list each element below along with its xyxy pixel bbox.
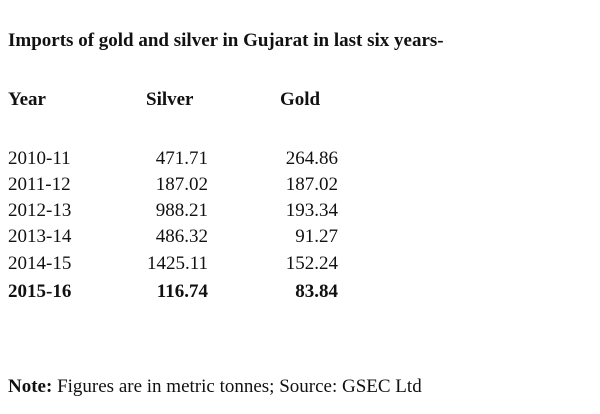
silver-cell: 988.21 — [155, 200, 208, 221]
silver-cell: 486.32 — [155, 226, 208, 247]
gold-cell: 83.84 — [295, 281, 338, 302]
year-cell: 2013-14 — [8, 226, 72, 247]
note-text: Figures are in metric tonnes; Source: GS… — [57, 376, 422, 397]
gold-cell: 152.24 — [285, 253, 338, 274]
year-cell: 2011-12 — [8, 174, 71, 195]
note-label: Note: — [8, 376, 53, 397]
year-cell: 2010-11 — [8, 148, 71, 169]
silver-cell: 116.74 — [156, 281, 208, 302]
header-silver: Silver — [146, 89, 194, 110]
year-cell: 2014-15 — [8, 253, 72, 274]
gold-cell: 187.02 — [285, 174, 338, 195]
title: Imports of gold and silver in Gujarat in… — [8, 30, 444, 51]
silver-cell: 471.71 — [155, 148, 208, 169]
header-year: Year — [8, 89, 46, 110]
header-gold: Gold — [280, 89, 321, 110]
silver-cell: 187.02 — [155, 174, 208, 195]
gold-cell: 193.34 — [285, 200, 338, 221]
gold-cell: 91.27 — [295, 226, 338, 247]
note: Note: Figures are in metric tonnes; Sour… — [8, 376, 422, 398]
year-cell: 2012-13 — [8, 200, 72, 221]
year-cell: 2015-16 — [8, 281, 72, 302]
silver-cell: 1425.11 — [146, 253, 208, 274]
gold-cell: 264.86 — [285, 148, 338, 169]
